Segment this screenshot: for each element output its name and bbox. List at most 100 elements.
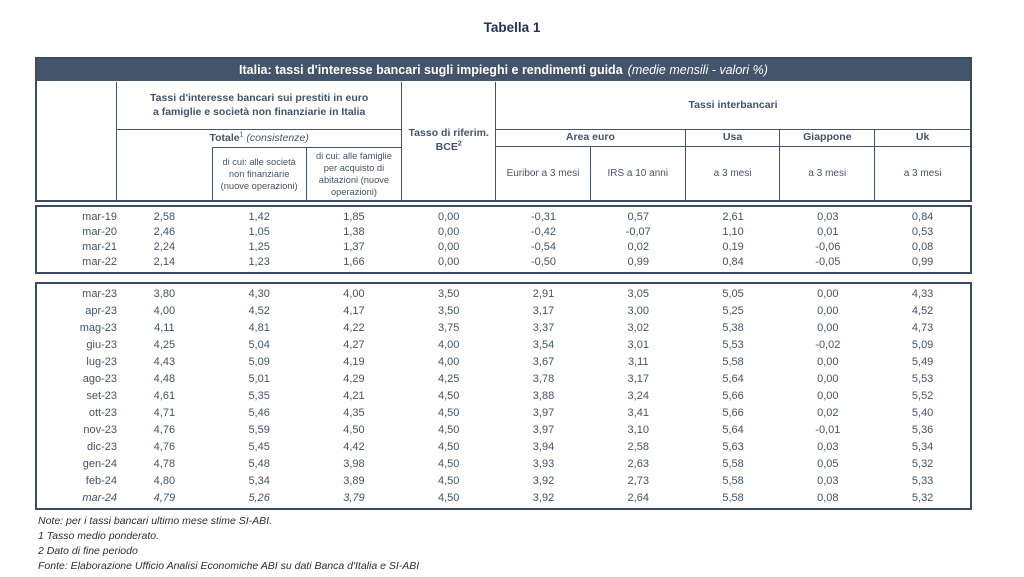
table-cell: 0,08: [817, 491, 839, 504]
table-cell: 0,00: [817, 389, 839, 402]
page-title: Tabella 1: [483, 20, 541, 35]
table-cell: 3,10: [627, 423, 649, 436]
table-cell: 4,42: [343, 440, 365, 453]
table-cell: 4,50: [438, 389, 460, 402]
table-cell: 4,81: [248, 322, 270, 335]
table-cell: 1,66: [343, 256, 365, 269]
header-di-cui-societa: di cui: alle società non finanziarie (nu…: [211, 147, 307, 200]
table-cell: 5,32: [911, 491, 934, 504]
table-cell: 4,50: [438, 491, 460, 504]
table-row: mar-24 4,79 5,26 3,79 4,50 3,92 2,64 5,58 0,08 5,…: [37, 489, 970, 506]
table-cell: 4,50: [438, 474, 460, 487]
table-cell: 1,25: [248, 241, 270, 254]
table-cell: 3,24: [627, 389, 649, 402]
table-cell: 4,50: [438, 457, 460, 470]
table-cell: 0,00: [438, 210, 460, 223]
header-totale: Totale1 (consistenze): [117, 130, 401, 147]
totale-label-line: Totale1 (consistenze): [209, 131, 309, 144]
table-cell: 0,00: [817, 373, 839, 386]
table-cell: 4,33: [911, 288, 934, 301]
table-row: set-23 4,61 5,35 4,21 4,50 3,88 3,24 5,66 0,00 5,…: [37, 388, 970, 405]
table-cell: 5,38: [722, 322, 744, 335]
table-cell: 3,37: [532, 322, 555, 335]
table-cell: 4,50: [438, 423, 460, 436]
table-cell: 5,49: [911, 356, 934, 369]
header-bce-line2: BCE2: [435, 140, 462, 154]
table-row: nov-23 4,76 5,59 4,50 4,50 3,97 3,10 5,64 -0,01 5…: [37, 421, 970, 438]
table-cell: 5,34: [248, 474, 270, 487]
header-uk-3-mesi: a 3 mesi: [903, 168, 942, 179]
table-cell: 3,50: [438, 288, 460, 301]
table-block-annual-history: mar-19 2,58 1,42 1,85 0,00 -0,31 0,57 2,61 0,03 0…: [35, 205, 972, 274]
table-cell: -0,06: [815, 241, 841, 254]
table-cell: 5,36: [911, 423, 934, 436]
table-cell: 4,00: [153, 305, 176, 318]
table-row: mar-22 2,14 1,23 1,66 0,00 -0,50 0,99 0,84 -0,05…: [37, 255, 970, 270]
table-cell: 0,00: [817, 356, 839, 369]
table-cell: 2,46: [153, 225, 176, 238]
table-cell: 5,66: [722, 389, 744, 402]
table-cell: 5,48: [248, 457, 270, 470]
table-cell: 4,29: [343, 373, 365, 386]
table-row: ago-23 4,48 5,01 4,29 4,25 3,78 3,17 5,64 0,00 5,…: [37, 371, 970, 388]
table-cell: 0,00: [817, 305, 839, 318]
row-label: apr-23: [85, 305, 117, 318]
row-label: ott-23: [88, 406, 117, 419]
table-cell: 2,24: [153, 241, 176, 254]
table-cell: -0,42: [530, 225, 557, 238]
row-label: mar-24: [82, 491, 117, 504]
table-cell: 1,38: [343, 225, 365, 238]
table-cell: 5,46: [248, 406, 270, 419]
table-cell: 4,25: [153, 339, 176, 352]
header-di-cui-famiglie: di cui: alle famiglie per acquisto di ab…: [306, 147, 402, 200]
table-cell: 5,32: [911, 457, 934, 470]
table-cell: 3,98: [343, 457, 365, 470]
row-label: mar-23: [82, 288, 117, 301]
table-cell: 3,80: [153, 288, 176, 301]
table-cell: 3,92: [532, 491, 555, 504]
table-cell: 0,01: [817, 225, 839, 238]
table-cell: -0,07: [625, 225, 651, 238]
header-bce-line1: Tasso di riferim.: [408, 127, 489, 140]
table-cell: 3,75: [438, 322, 460, 335]
table-title-bar: Italia: tassi d'interesse bancari sugli …: [37, 59, 970, 82]
table-cell: 0,03: [817, 440, 839, 453]
table-row: lug-23 4,43 5,09 4,19 4,00 3,67 3,11 5,58 0,00 5,…: [37, 354, 970, 371]
table-cell: 5,66: [722, 406, 744, 419]
table-cell: -0,54: [530, 241, 557, 254]
table-row: mar-23 3,80 4,30 4,00 3,50 2,91 3,05 5,05 0,00 4,…: [37, 286, 970, 303]
table-row: gen-24 4,78 5,48 3,98 4,50 3,93 2,63 5,58 0,05 5,…: [37, 455, 970, 472]
header-bce: Tasso di riferim. BCE2: [401, 82, 497, 200]
totale-footnote-marker: 1: [239, 131, 244, 139]
table-cell: 0,02: [817, 406, 839, 419]
table-cell: 3,00: [627, 305, 649, 318]
table-cell: 4,52: [911, 305, 934, 318]
table-cell: 0,53: [911, 225, 934, 238]
table-cell: 5,58: [722, 457, 744, 470]
table-cell: 3,17: [627, 373, 649, 386]
table-cell: 4,43: [153, 356, 176, 369]
table-cell: 5,58: [722, 474, 744, 487]
table-cell: 5,09: [248, 356, 270, 369]
table-row: ott-23 4,71 5,46 4,35 4,50 3,97 3,41 5,66 0,02 5,…: [37, 404, 970, 421]
table-cell: 5,01: [248, 373, 270, 386]
table-cell: 4,21: [343, 389, 365, 402]
header-irs: IRS a 10 anni: [591, 147, 686, 200]
table-title: Italia: tassi d'interesse bancari sugli …: [239, 63, 623, 77]
table-header-section: Italia: tassi d'interesse bancari sugli …: [35, 57, 972, 202]
table-cell: 0,02: [627, 241, 649, 254]
header-area-euro: Area euro: [496, 130, 686, 147]
table-cell: 0,03: [817, 210, 839, 223]
table-row: mar-20 2,46 1,05 1,38 0,00 -0,42 -0,07 1,10 0,01…: [37, 224, 970, 239]
table-cell: 5,52: [911, 389, 934, 402]
table-cell: 0,00: [438, 241, 460, 254]
table-cell: 3,41: [627, 406, 649, 419]
row-label: dic-23: [87, 440, 117, 453]
header-uk: Uk: [875, 130, 970, 147]
table-cell: 4,73: [911, 322, 934, 335]
table-cell: 1,23: [248, 256, 270, 269]
row-label: ago-23: [82, 373, 117, 386]
table-cell: 0,99: [627, 256, 649, 269]
table-cell: 4,25: [438, 373, 460, 386]
